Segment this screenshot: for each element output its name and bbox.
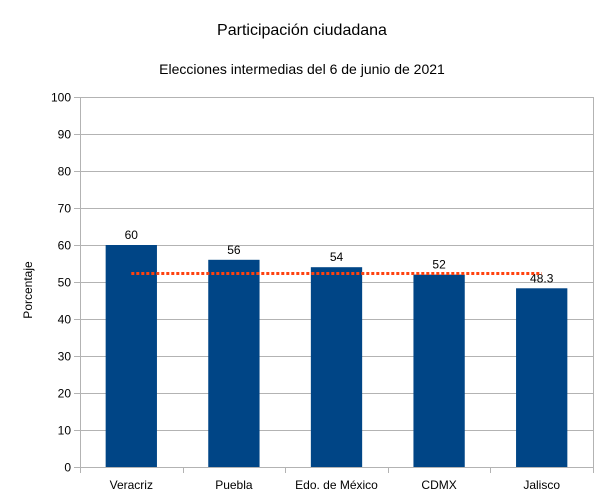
y-tick-label: 60 bbox=[58, 239, 72, 253]
x-tick-label: Puebla bbox=[215, 478, 253, 492]
y-tick-label: 0 bbox=[64, 461, 71, 475]
data-label: 60 bbox=[125, 228, 139, 242]
y-tick-label: 30 bbox=[58, 350, 72, 364]
y-axis-label: Porcentaje bbox=[21, 261, 35, 319]
data-label: 54 bbox=[330, 250, 344, 264]
value-labels: 60 56 54 52 48.3 bbox=[125, 228, 554, 285]
y-tick-label: 40 bbox=[58, 313, 72, 327]
bar bbox=[516, 288, 568, 467]
x-tick-label: CDMX bbox=[421, 478, 456, 492]
bar bbox=[310, 267, 363, 467]
y-tick-label: 10 bbox=[58, 424, 72, 438]
y-tick-label: 80 bbox=[58, 165, 72, 179]
y-axis-ticks: 0 10 20 30 40 50 60 70 80 90 100 bbox=[51, 91, 71, 475]
y-tick-label: 20 bbox=[58, 387, 72, 401]
data-label: 52 bbox=[432, 258, 446, 272]
data-label: 48.3 bbox=[530, 271, 554, 285]
bar bbox=[413, 274, 465, 467]
x-axis-ticks: Veracriz Puebla Edo. de México CDMX Jalisco bbox=[110, 478, 561, 492]
y-tick-label: 100 bbox=[51, 91, 71, 105]
data-label: 56 bbox=[227, 243, 241, 257]
chart-subtitle: Elecciones intermedias del 6 de junio de… bbox=[159, 61, 445, 77]
y-tick-label: 70 bbox=[58, 202, 72, 216]
y-tick-label: 90 bbox=[58, 128, 72, 142]
y-tick-label: 50 bbox=[58, 276, 72, 290]
chart-title: Participación ciudadana bbox=[217, 22, 387, 39]
x-tick-label: Edo. de México bbox=[295, 478, 378, 492]
x-tick-label: Jalisco bbox=[523, 478, 560, 492]
bars bbox=[105, 245, 568, 467]
bar bbox=[208, 259, 260, 467]
bar bbox=[105, 245, 157, 467]
x-tick-label: Veracriz bbox=[110, 478, 153, 492]
